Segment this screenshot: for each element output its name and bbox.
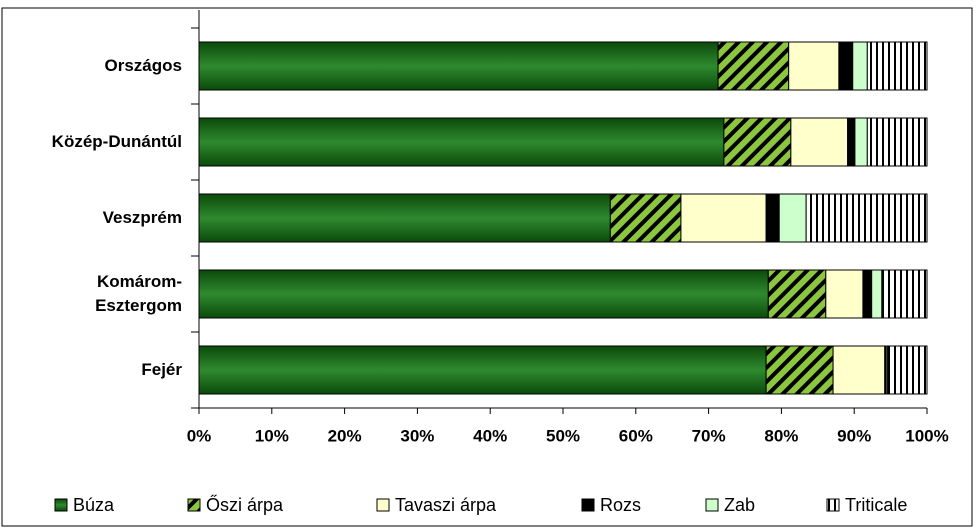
legend-swatch xyxy=(581,498,595,512)
bar-segment xyxy=(765,193,780,243)
y-tick-label: Közép-Dunántúl xyxy=(51,132,182,151)
y-tick-label: Fejér xyxy=(141,360,182,379)
bar-segment xyxy=(198,41,719,91)
legend-label: Rozs xyxy=(600,495,641,515)
bar-segment xyxy=(854,117,868,167)
legend-swatch xyxy=(705,498,719,512)
bar-segment xyxy=(847,117,856,167)
bar-segment xyxy=(862,269,873,319)
bar-segment xyxy=(852,41,868,91)
bar-segment xyxy=(866,117,928,167)
bar-segment xyxy=(723,117,792,167)
legend-swatch xyxy=(826,498,840,512)
legend-label: Őszi árpa xyxy=(206,494,284,515)
bar-segment xyxy=(788,41,840,91)
x-tick-label: 70% xyxy=(692,426,726,445)
x-tick-label: 30% xyxy=(400,426,434,445)
legend-swatch xyxy=(187,498,201,512)
legend-label: Triticale xyxy=(845,495,907,515)
bar-segment xyxy=(881,269,928,319)
x-tick-label: 90% xyxy=(837,426,871,445)
legend-swatch xyxy=(54,498,68,512)
bar-segment xyxy=(198,117,725,167)
bar-segment xyxy=(887,345,928,395)
legend-label: Zab xyxy=(724,495,755,515)
bar-segment xyxy=(825,269,864,319)
y-tick-label: Veszprém xyxy=(102,208,182,227)
bar-segment xyxy=(805,193,928,243)
bar-segment xyxy=(717,41,790,91)
x-tick-label: 10% xyxy=(255,426,289,445)
bar-segment xyxy=(871,269,883,319)
bar-segment xyxy=(767,269,827,319)
bar-segment xyxy=(609,193,682,243)
bar-segment xyxy=(838,41,854,91)
bar-segment xyxy=(866,41,928,91)
bar-segment xyxy=(198,193,611,243)
bar-segment xyxy=(680,193,767,243)
y-tick-label: Komárom- Esztergom xyxy=(95,272,182,315)
legend-label: Tavaszi árpa xyxy=(395,495,497,515)
x-tick-label: 0% xyxy=(187,426,212,445)
bar-segment xyxy=(198,345,767,395)
x-tick-label: 20% xyxy=(328,426,362,445)
bar-segment xyxy=(778,193,807,243)
x-tick-label: 40% xyxy=(473,426,507,445)
bar-segment xyxy=(198,269,769,319)
y-tick-label: Országos xyxy=(104,56,182,75)
frame xyxy=(1,7,973,527)
x-tick-label: 100% xyxy=(905,426,948,445)
bar-segment xyxy=(765,345,834,395)
bar-segment xyxy=(790,117,849,167)
legend-label: Búza xyxy=(73,495,115,515)
x-tick-label: 50% xyxy=(546,426,580,445)
legend-swatch xyxy=(376,498,390,512)
x-tick-label: 80% xyxy=(764,426,798,445)
x-tick-label: 60% xyxy=(619,426,653,445)
bar-segment xyxy=(832,345,886,395)
